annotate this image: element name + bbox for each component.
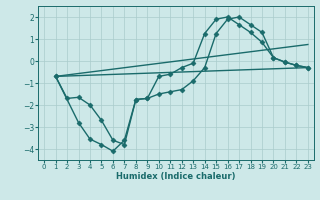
X-axis label: Humidex (Indice chaleur): Humidex (Indice chaleur) bbox=[116, 172, 236, 181]
